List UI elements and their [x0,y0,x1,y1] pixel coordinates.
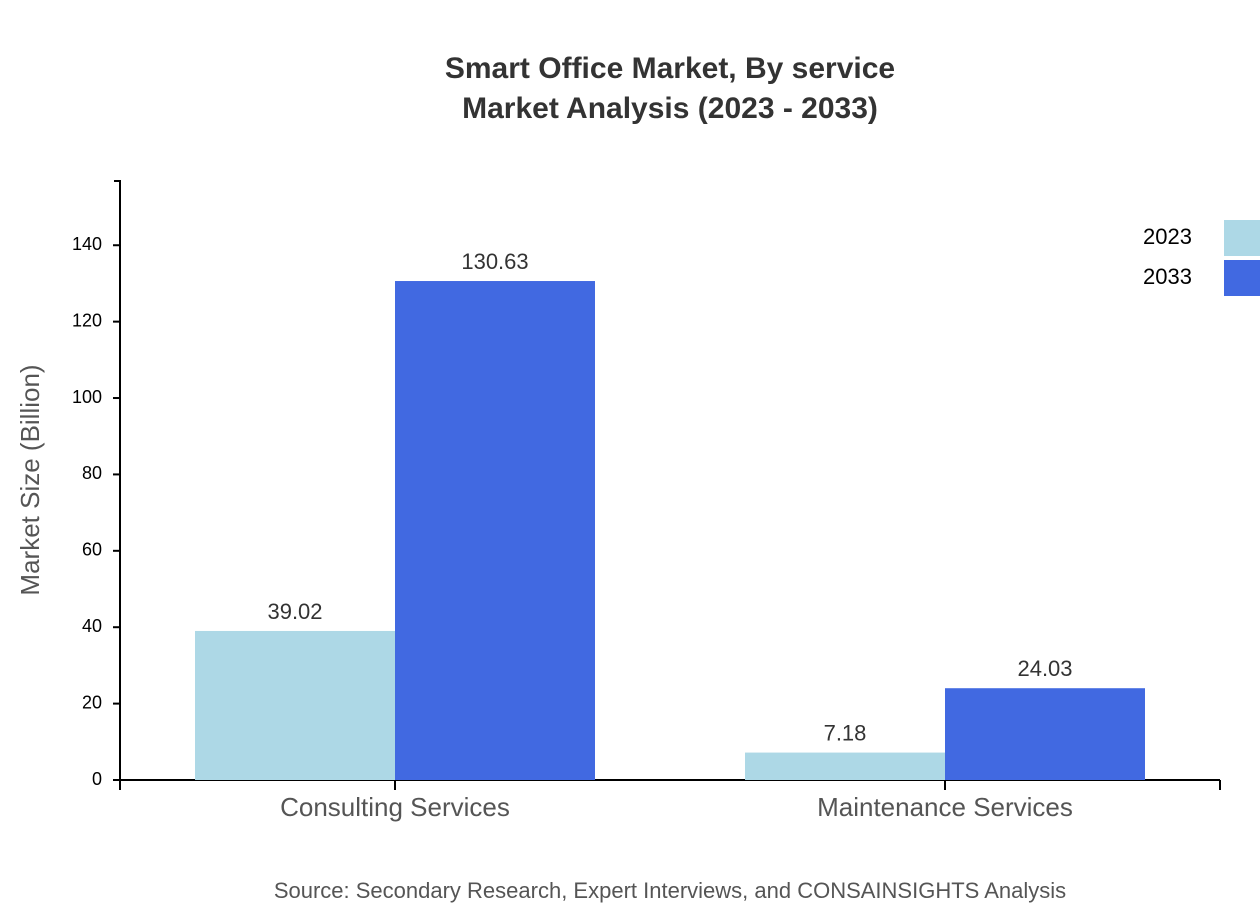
value-label: 39.02 [267,599,322,624]
x-tick-label: Consulting Services [280,792,510,822]
x-tick-label: Maintenance Services [817,792,1073,822]
y-tick-label: 140 [72,234,102,254]
y-tick-label: 100 [72,387,102,407]
legend-label: 2023 [1143,224,1192,249]
bar [945,688,1145,780]
source-note: Source: Secondary Research, Expert Inter… [274,878,1066,903]
value-label: 24.03 [1017,656,1072,681]
legend-swatch [1224,220,1260,256]
y-axis-label: Market Size (Billion) [15,364,45,595]
y-tick-label: 20 [82,692,102,712]
value-label: 7.18 [824,720,867,745]
y-tick-label: 40 [82,616,102,636]
y-tick-label: 60 [82,540,102,560]
chart-subtitle: Market Analysis (2023 - 2033) [462,92,878,125]
bar [395,281,595,780]
legend-label: 2033 [1143,264,1192,289]
chart-title: Smart Office Market, By service [445,52,895,85]
value-label: 130.63 [461,249,528,274]
y-tick-label: 120 [72,310,102,330]
legend-swatch [1224,260,1260,296]
y-tick-label: 0 [92,769,102,789]
y-tick-label: 80 [82,463,102,483]
bar [745,752,945,780]
bar [195,630,395,780]
